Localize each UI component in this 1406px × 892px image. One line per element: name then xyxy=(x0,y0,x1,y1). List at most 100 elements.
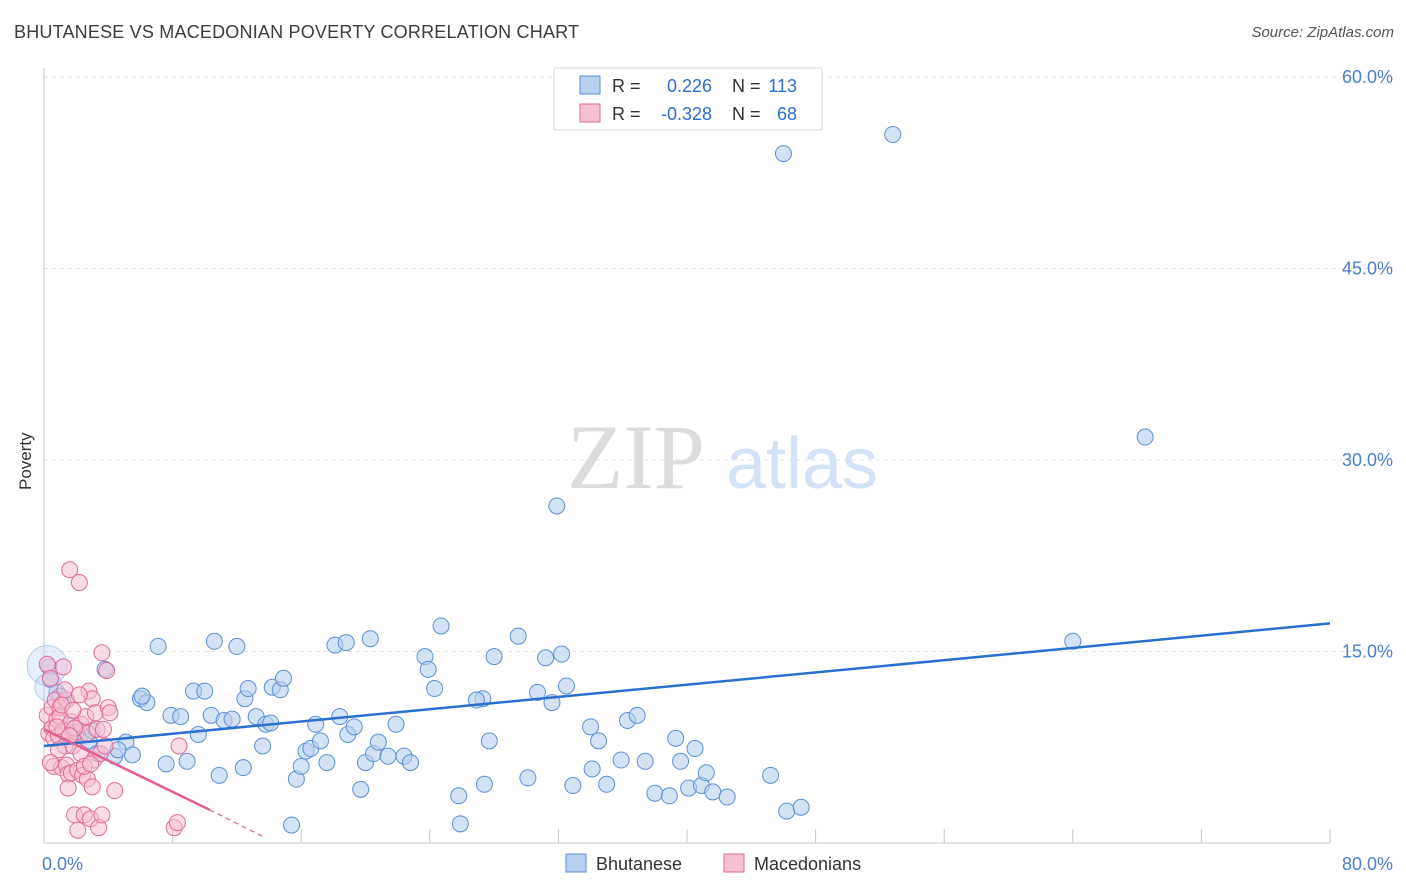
macedonians-point xyxy=(93,644,111,662)
trend-lines xyxy=(43,622,1331,839)
series-macedonians-points xyxy=(38,561,188,839)
y-tick-label: 15.0% xyxy=(1342,642,1393,662)
bhutanese-point xyxy=(254,737,272,755)
bhutanese-point xyxy=(451,815,469,833)
bhutanese-trend-line xyxy=(43,622,1331,748)
bhutanese-point xyxy=(196,682,214,700)
watermark-atlas: atlas xyxy=(726,424,878,504)
legend-n-label-2: N = xyxy=(732,104,761,124)
bhutanese-point xyxy=(419,660,437,678)
bhutanese-point xyxy=(387,715,405,733)
bhutanese-point xyxy=(697,764,715,782)
bhutanese-point xyxy=(426,680,444,698)
bhutanese-point xyxy=(667,729,685,747)
bhutanese-point xyxy=(686,740,704,758)
macedonians-point xyxy=(96,737,114,755)
chart-title: BHUTANESE VS MACEDONIAN POVERTY CORRELAT… xyxy=(14,22,580,42)
bhutanese-point xyxy=(352,780,370,798)
bhutanese-point xyxy=(792,798,810,816)
legend-r-value-2: -0.328 xyxy=(661,104,712,124)
macedonians-point xyxy=(54,658,72,676)
bhutanese-point xyxy=(210,766,228,784)
bhutanese-point xyxy=(157,755,175,773)
macedonians-point xyxy=(93,806,111,824)
macedonians-point xyxy=(101,704,119,722)
bhutanese-point xyxy=(178,752,196,770)
bhutanese-point xyxy=(228,637,246,655)
legend-r-value-1: 0.226 xyxy=(667,76,712,96)
bhutanese-point xyxy=(636,752,654,770)
bhutanese-point xyxy=(149,637,167,655)
bhutanese-point xyxy=(884,125,902,143)
macedonians-point xyxy=(94,720,112,738)
bhutanese-point xyxy=(564,777,582,795)
source-credit: Source: ZipAtlas.com xyxy=(1251,24,1394,41)
bhutanese-point xyxy=(548,497,566,515)
bhutanese-point xyxy=(1136,428,1154,446)
x-tick-label: 0.0% xyxy=(42,854,83,874)
bhutanese-point xyxy=(369,733,387,751)
bhutanese-point xyxy=(345,718,363,736)
bhutanese-point xyxy=(660,787,678,805)
macedonians-point xyxy=(83,778,101,796)
bhutanese-point xyxy=(598,775,616,793)
bottom-legend-swatch-bhutanese xyxy=(565,853,587,873)
macedonians-point xyxy=(59,779,77,797)
y-tick-label: 30.0% xyxy=(1342,450,1393,470)
y-tick-label: 45.0% xyxy=(1342,259,1393,279)
series-legend: Bhutanese Macedonians xyxy=(565,853,861,874)
macedonians-point xyxy=(168,814,186,832)
bhutanese-point xyxy=(189,725,207,743)
bhutanese-point xyxy=(292,757,310,775)
legend-r-label-2: R = xyxy=(612,104,641,124)
bhutanese-point xyxy=(537,649,555,667)
bhutanese-point xyxy=(361,630,379,648)
macedonians-point xyxy=(61,561,79,579)
bhutanese-point xyxy=(519,769,537,787)
macedonians-point xyxy=(70,574,88,592)
bhutanese-point xyxy=(529,683,547,701)
macedonians-trend-line xyxy=(43,728,211,811)
bhutanese-point xyxy=(582,718,600,736)
macedonians-point xyxy=(38,655,56,673)
bhutanese-point xyxy=(283,816,301,834)
bhutanese-point xyxy=(432,617,450,635)
bhutanese-point xyxy=(718,788,736,806)
bhutanese-point xyxy=(450,787,468,805)
macedonians-point xyxy=(170,737,188,755)
correlation-legend: R = 0.226 N = 113 R = -0.328 N = 68 xyxy=(553,67,823,131)
legend-r-label-1: R = xyxy=(612,76,641,96)
bhutanese-point xyxy=(480,732,498,750)
bhutanese-point xyxy=(239,680,257,698)
bhutanese-point xyxy=(223,710,241,728)
macedonians-point xyxy=(106,782,124,800)
legend-n-label-1: N = xyxy=(732,76,761,96)
grid-lines xyxy=(44,76,1394,652)
bhutanese-point xyxy=(402,754,420,772)
bhutanese-point xyxy=(475,775,493,793)
macedonians-point xyxy=(64,701,82,719)
bhutanese-point xyxy=(628,706,646,724)
bhutanese-point xyxy=(311,732,329,750)
bhutanese-point xyxy=(205,632,223,650)
y-tick-label: 60.0% xyxy=(1342,67,1393,87)
bhutanese-point xyxy=(1064,632,1082,650)
bhutanese-point xyxy=(485,648,503,666)
bhutanese-point xyxy=(509,627,527,645)
bhutanese-point xyxy=(275,669,293,687)
macedonians-point xyxy=(82,755,100,773)
legend-n-value-2: 68 xyxy=(777,104,797,124)
legend-swatch-pink xyxy=(579,103,601,123)
macedonians-point xyxy=(56,681,74,699)
bhutanese-point xyxy=(172,708,190,726)
watermark-zip: ZIP xyxy=(567,406,705,508)
macedonians-trend-extension xyxy=(209,809,267,839)
legend-swatch-blue xyxy=(579,75,601,95)
macedonians-point xyxy=(70,686,88,704)
x-tick-label: 80.0% xyxy=(1342,854,1393,874)
macedonians-point xyxy=(69,821,87,839)
bhutanese-point xyxy=(590,732,608,750)
legend-n-value-1: 113 xyxy=(768,76,797,96)
bhutanese-point xyxy=(318,754,336,772)
